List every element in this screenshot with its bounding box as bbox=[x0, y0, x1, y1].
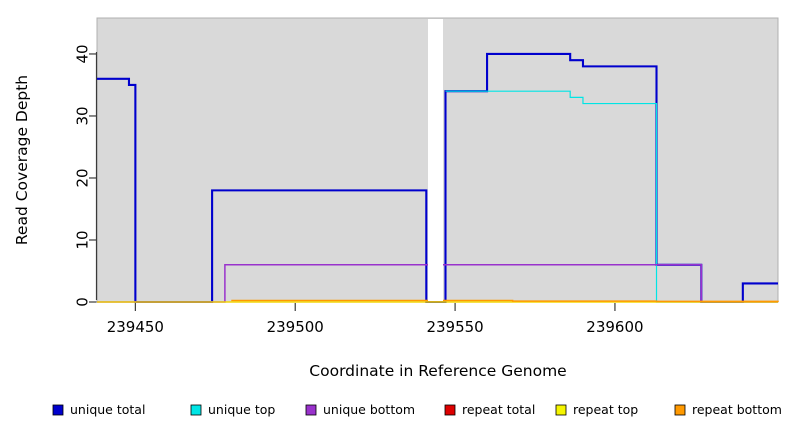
y-tick-label: 40 bbox=[74, 44, 92, 63]
legend-swatch bbox=[674, 404, 686, 416]
series-line-unique-top bbox=[445, 90, 778, 303]
legend-label: repeat total bbox=[462, 402, 535, 417]
x-tick-label: 239550 bbox=[426, 318, 483, 336]
chart-legend: unique total unique top unique bottom repea… bbox=[52, 402, 782, 417]
x-tick-label: 239600 bbox=[586, 318, 643, 336]
y-tick-label: 30 bbox=[74, 106, 92, 125]
legend-label: unique total bbox=[70, 402, 145, 417]
y-tick-label: 20 bbox=[74, 168, 92, 187]
y-axis-title: Read Coverage Depth bbox=[13, 75, 31, 245]
y-axis-ticks: 0 10 20 30 40 bbox=[74, 44, 97, 307]
legend-swatch bbox=[305, 404, 317, 416]
legend-label: unique bottom bbox=[323, 402, 415, 417]
x-axis-ticks: 239450 239500 239550 239600 bbox=[107, 303, 644, 336]
legend-label: unique top bbox=[208, 402, 275, 417]
legend-item[interactable]: unique top bbox=[190, 402, 275, 417]
legend-item[interactable]: unique bottom bbox=[305, 402, 415, 417]
x-tick-label: 239500 bbox=[267, 318, 324, 336]
legend-swatch bbox=[555, 404, 567, 416]
legend-swatch bbox=[444, 404, 456, 416]
legend-item[interactable]: repeat bottom bbox=[674, 402, 782, 417]
legend-label: repeat top bbox=[573, 402, 638, 417]
y-tick-label: 10 bbox=[74, 230, 92, 249]
legend-item[interactable]: unique total bbox=[52, 402, 145, 417]
legend-label: repeat bottom bbox=[692, 402, 782, 417]
y-tick-label: 0 bbox=[74, 297, 92, 307]
legend-item[interactable]: repeat total bbox=[444, 402, 535, 417]
legend-item[interactable]: repeat top bbox=[555, 402, 638, 417]
x-tick-label: 239450 bbox=[107, 318, 164, 336]
legend-swatch bbox=[190, 404, 202, 416]
series-line-repeat-bottom bbox=[231, 299, 779, 303]
data-gap-region bbox=[428, 19, 443, 301]
x-axis-title: Coordinate in Reference Genome bbox=[309, 362, 566, 380]
series-group bbox=[97, 52, 779, 304]
legend-swatch bbox=[52, 404, 64, 416]
